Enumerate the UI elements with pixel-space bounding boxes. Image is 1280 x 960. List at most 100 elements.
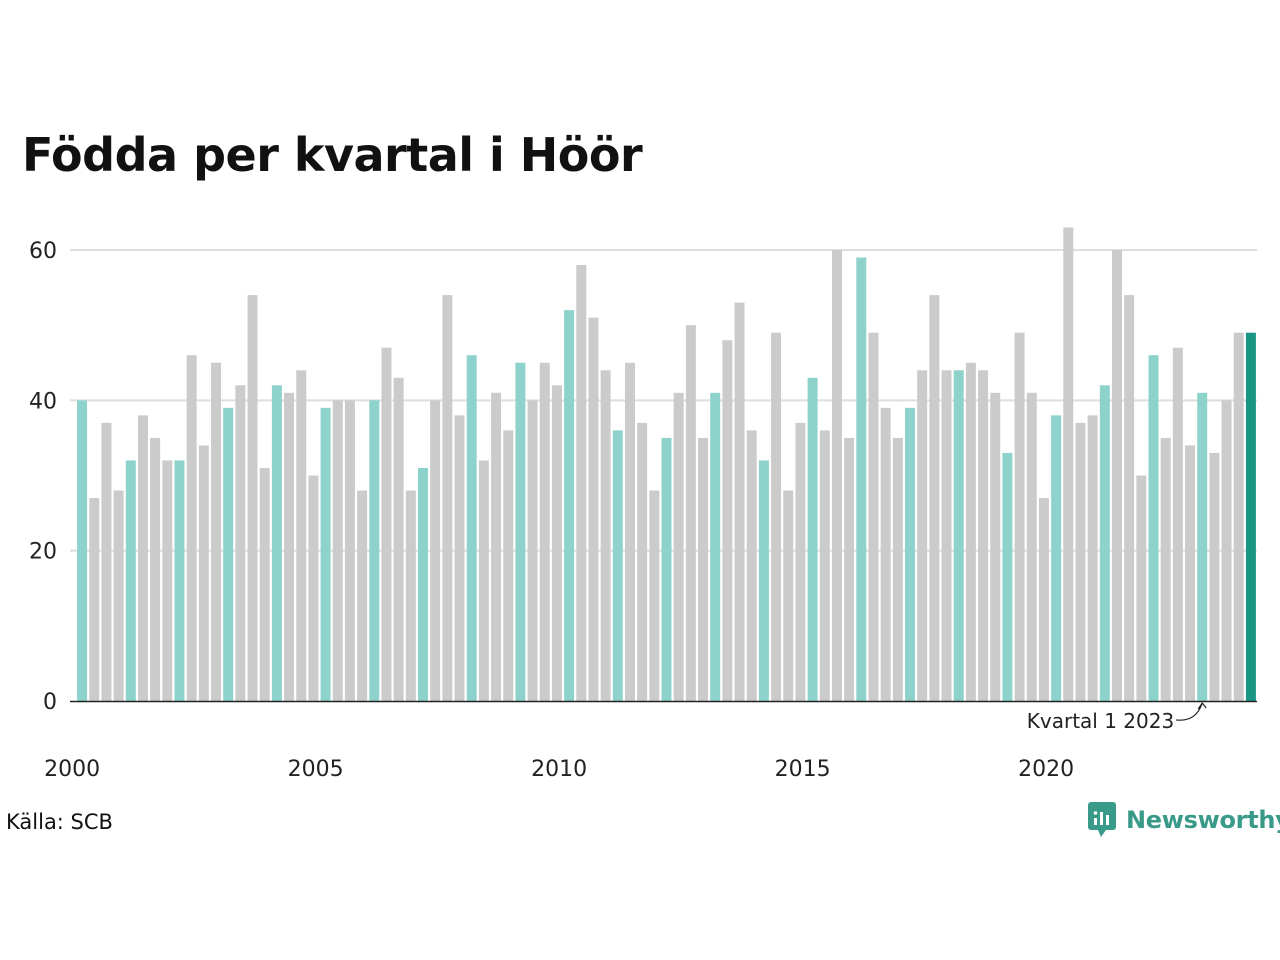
bar — [101, 422, 112, 701]
bar — [198, 445, 209, 701]
y-tick-label: 0 — [43, 690, 57, 715]
bar — [1148, 355, 1159, 701]
bar — [710, 392, 721, 701]
bar — [1051, 415, 1062, 701]
bar — [478, 460, 489, 701]
y-axis-ticks: 0 20 40 60 — [29, 239, 57, 715]
bar — [308, 475, 319, 701]
bar — [600, 370, 611, 701]
bar — [612, 430, 623, 701]
bar — [515, 362, 526, 701]
bar — [734, 302, 745, 701]
x-tick-label: 2010 — [531, 757, 587, 782]
bar — [844, 437, 855, 701]
brand-logo: Newsworthy — [1088, 802, 1280, 838]
bar — [113, 490, 124, 701]
bar — [357, 490, 368, 701]
x-tick-label: 2000 — [44, 757, 100, 782]
bar — [235, 385, 246, 701]
bar — [1087, 415, 1098, 701]
y-tick-label: 60 — [29, 239, 57, 264]
bar — [941, 370, 952, 701]
bar — [649, 490, 660, 701]
bar — [722, 340, 733, 701]
bar — [673, 392, 684, 701]
bar — [831, 250, 842, 701]
x-tick-label: 2015 — [775, 757, 831, 782]
bar — [1245, 332, 1256, 701]
bar — [442, 295, 453, 701]
bar — [1002, 452, 1013, 701]
bar — [953, 370, 964, 701]
chart-title: Födda per kvartal i Höör — [22, 128, 643, 182]
source-label: Källa: SCB — [6, 810, 113, 834]
newsworthy-logo-icon — [1088, 802, 1116, 837]
y-tick-label: 40 — [29, 389, 57, 414]
bar — [1014, 332, 1025, 701]
bar — [868, 332, 879, 701]
bar — [795, 422, 806, 701]
bar — [783, 490, 794, 701]
bar — [491, 392, 502, 701]
bar — [211, 362, 222, 701]
bar — [539, 362, 550, 701]
bar — [990, 392, 1001, 701]
bar — [746, 430, 757, 701]
bar — [917, 370, 928, 701]
bar — [393, 377, 404, 701]
bar — [892, 437, 903, 701]
bar — [418, 467, 428, 701]
bar — [564, 310, 575, 701]
bar — [929, 295, 940, 701]
brand-name: Newsworthy — [1126, 806, 1280, 834]
bar — [369, 400, 380, 701]
bar — [466, 355, 477, 701]
bar — [551, 385, 562, 701]
bar — [624, 362, 635, 701]
x-tick-label: 2005 — [288, 757, 344, 782]
bar — [661, 437, 672, 701]
bar — [77, 400, 88, 701]
bar — [430, 400, 441, 701]
bar — [89, 498, 100, 701]
bar — [758, 460, 769, 701]
bar — [771, 332, 782, 701]
x-tick-label: 2020 — [1018, 757, 1074, 782]
bar — [284, 392, 295, 701]
x-axis-ticks: 2000 2005 2010 2015 2020 — [44, 757, 1074, 782]
bar — [965, 362, 976, 701]
bar — [186, 355, 197, 701]
bar — [1111, 250, 1122, 701]
annotation-label: Kvartal 1 2023 — [1027, 709, 1174, 733]
bar — [332, 400, 343, 701]
bar — [259, 467, 270, 701]
bar — [503, 430, 514, 701]
bar — [405, 490, 416, 701]
bar — [1197, 392, 1208, 701]
bar — [454, 415, 465, 701]
bar — [685, 325, 696, 701]
bar — [162, 460, 173, 701]
bar — [1160, 437, 1171, 701]
annotation-arrow — [1176, 701, 1207, 721]
bar — [527, 400, 538, 701]
bar — [978, 370, 989, 701]
bar — [271, 385, 282, 701]
bar — [1124, 295, 1135, 701]
bar — [698, 437, 709, 701]
bar — [637, 422, 648, 701]
bar — [296, 370, 307, 701]
bar — [588, 317, 599, 701]
bar — [1038, 498, 1049, 701]
bar — [1075, 422, 1086, 701]
bar — [320, 407, 331, 701]
bar — [819, 430, 830, 701]
bar — [137, 415, 148, 701]
bar — [1026, 392, 1037, 701]
bar — [1185, 445, 1196, 701]
bar — [576, 265, 587, 701]
bar — [1233, 332, 1244, 701]
bar — [905, 407, 915, 701]
bar — [880, 407, 891, 701]
